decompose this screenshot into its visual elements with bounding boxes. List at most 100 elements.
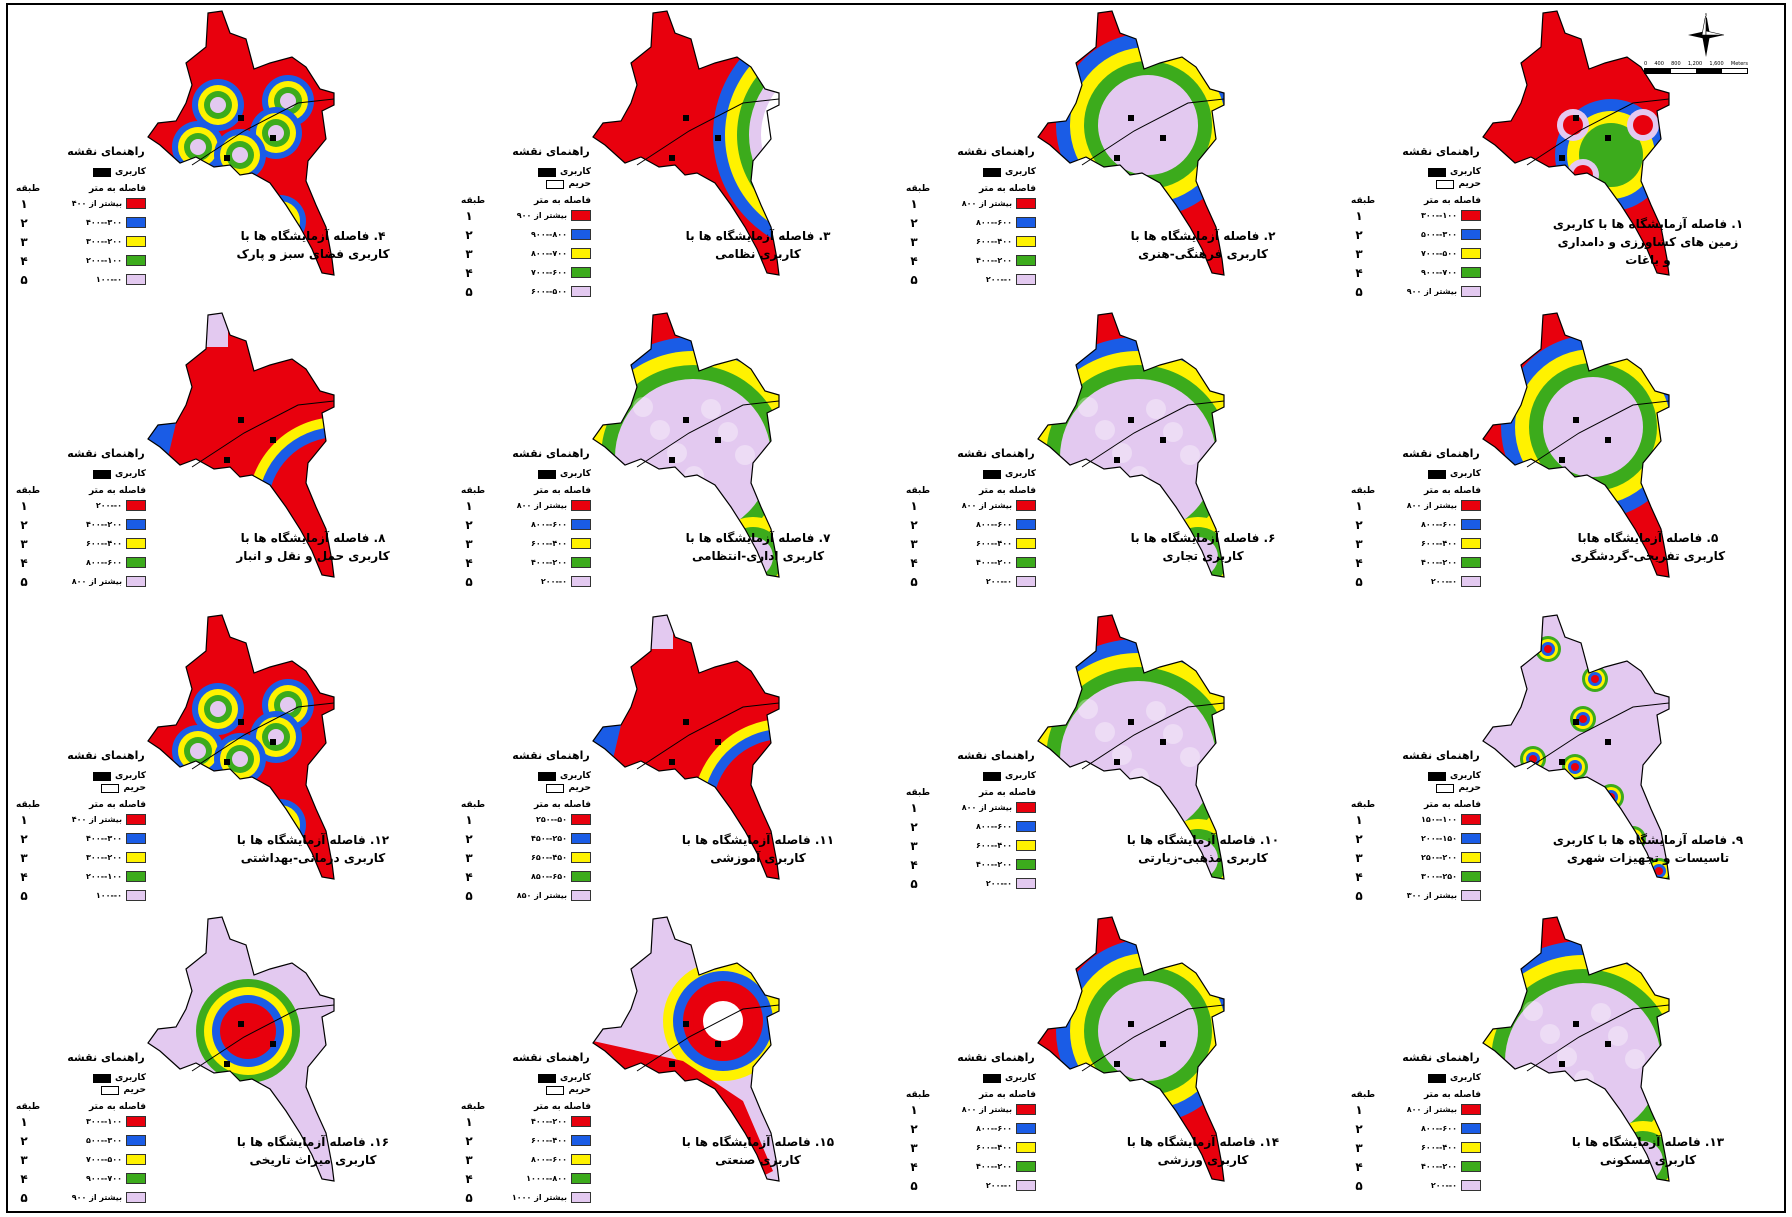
class-number: ۵ <box>20 272 28 287</box>
buffer-circle <box>1180 445 1200 465</box>
landuse-patches <box>669 115 721 161</box>
landuse-swatch <box>92 469 111 479</box>
class-range: ۱۰۰--۳۰۰ <box>86 1117 122 1126</box>
landuse-swatch <box>982 167 1001 177</box>
class-item: ۲۰۰--۴۰۰ <box>531 1116 591 1127</box>
class-range: بیشتر از ۸۰۰ <box>1406 1105 1457 1114</box>
caption-line: کاربری ورزشی <box>1157 1153 1249 1167</box>
class-row: ۶۰۰--۸۰۰ ۲ <box>906 817 1036 836</box>
class-row: بیشتر از ۸۰۰ ۱ <box>906 194 1036 213</box>
map-panel-8: راهنمای نقشه کاربری فاصله به متر طبقه ۰--۲۰۰… <box>8 307 453 607</box>
caption-line: زمین های کشاورزی و دامداری <box>1557 235 1739 249</box>
class-swatch <box>126 1173 146 1184</box>
map-caption: ۱۳. فاصله آزمایشگاه ها با کاربری مسکونی <box>1538 1133 1758 1169</box>
landuse-patch <box>270 1041 276 1047</box>
class-number: ۱ <box>1355 498 1363 513</box>
class-item: ۵۰۰--۷۰۰ <box>1421 248 1481 259</box>
class-swatch <box>1016 198 1036 209</box>
class-swatch <box>126 833 146 844</box>
class-range: ۰--۲۰۰ <box>985 879 1012 888</box>
class-number: ۵ <box>910 574 918 589</box>
legend-title: راهنمای نقشه <box>512 749 590 762</box>
class-number: ۵ <box>1355 574 1363 589</box>
class-swatch <box>1461 576 1481 587</box>
landuse-swatch <box>1427 771 1446 781</box>
class-table-header: فاصله به متر طبقه <box>461 800 591 810</box>
buffer-circle <box>735 445 755 465</box>
landuse-patches <box>669 719 721 765</box>
class-range: بیشتر از ۸۰۰ <box>1406 501 1457 510</box>
class-item: ۲۰۰--۴۰۰ <box>976 1161 1036 1172</box>
landuse-label: کاربری <box>1449 469 1481 479</box>
class-header: طبقه <box>1351 486 1376 496</box>
distance-ring <box>749 51 779 219</box>
landuse-patch <box>715 1041 721 1047</box>
class-item: ۶۰۰--۸۰۰ <box>86 557 146 568</box>
class-item: بیشتر از ۹۰۰ <box>517 210 591 221</box>
class-header: طبقه <box>906 486 931 496</box>
class-range: ۴۰۰--۶۰۰ <box>976 1143 1012 1152</box>
class-row: ۱۰۰--۳۰۰ ۱ <box>1351 206 1481 225</box>
class-number: ۲ <box>910 517 918 532</box>
class-swatch <box>126 500 146 511</box>
class-row: ۴۵۰--۶۵۰ ۳ <box>461 848 591 867</box>
class-number: ۵ <box>465 284 473 299</box>
class-swatch <box>1016 1180 1036 1191</box>
class-item: بیشتر از ۳۰۰ <box>1407 890 1481 901</box>
class-row: ۱۰۰--۲۰۰ ۴ <box>16 867 146 886</box>
class-swatch <box>571 871 591 882</box>
class-swatch <box>571 519 591 530</box>
class-range: ۱۰۰--۱۵۰ <box>1421 815 1457 824</box>
class-item: ۳۰۰--۴۰۰ <box>86 217 146 228</box>
class-swatch <box>1016 821 1036 832</box>
class-range: ۲۰۰--۴۰۰ <box>531 1117 567 1126</box>
distance-header: فاصله به متر <box>533 486 591 496</box>
class-header: طبقه <box>16 486 41 496</box>
landuse-patches <box>224 115 276 161</box>
legend-title: راهنمای نقشه <box>957 447 1035 460</box>
class-row: ۸۰۰--۹۰۰ ۲ <box>461 225 591 244</box>
city-boundary <box>1037 312 1225 578</box>
class-item: ۱۰۰--۱۵۰ <box>1421 814 1481 825</box>
class-number: ۵ <box>465 574 473 589</box>
class-item: بیشتر از ۴۰۰ <box>72 198 146 209</box>
map-legend: راهنمای نقشه کاربری فاصله به متر طبقه بیشتر … <box>906 447 1036 591</box>
class-range: ۵۰--۲۵۰ <box>535 815 567 824</box>
class-table-header: فاصله به متر طبقه <box>16 486 146 496</box>
class-row: ۱۰۰--۲۰۰ ۴ <box>16 251 146 270</box>
class-swatch <box>1016 217 1036 228</box>
class-row: ۰--۲۰۰ ۵ <box>906 572 1036 591</box>
distance-header: فاصله به متر <box>1423 1090 1481 1100</box>
class-swatch <box>126 538 146 549</box>
class-number: ۲ <box>465 1133 473 1148</box>
landuse-label: کاربری <box>1004 1073 1036 1083</box>
caption-line: ۱. فاصله آزمایشگاه ها با کاربری <box>1552 217 1744 231</box>
caption-line: ۸. فاصله آزمایشگاه ها با <box>240 531 386 545</box>
city-boundary <box>1037 916 1225 1182</box>
class-item: بیشتر از ۴۰۰ <box>72 814 146 825</box>
class-row: ۷۰۰--۸۰۰ ۳ <box>461 244 591 263</box>
class-item: ۷۰۰--۹۰۰ <box>1421 267 1481 278</box>
landuse-patch <box>1573 115 1579 121</box>
class-swatch <box>571 538 591 549</box>
road-line <box>1081 400 1225 468</box>
class-item: ۲۰۰--۴۰۰ <box>86 519 146 530</box>
map-panel-3: راهنمای نقشه کاربری حریم فاصله به متر طبقه بی… <box>453 5 898 305</box>
class-header: طبقه <box>16 184 41 194</box>
landuse-swatch <box>92 167 111 177</box>
class-row: ۳۰۰--۴۰۰ ۲ <box>16 213 146 232</box>
landuse-patches <box>224 1021 276 1067</box>
map-caption: ۷. فاصله آزمایشگاه ها با کاربری اداری-انت… <box>648 529 868 565</box>
buffer-label: حریم <box>123 783 146 793</box>
buffer-swatch <box>546 179 565 189</box>
class-row: ۴۰۰--۶۰۰ ۳ <box>906 534 1036 553</box>
class-range: ۲۰۰--۴۰۰ <box>531 558 567 567</box>
class-swatch <box>571 576 591 587</box>
class-item: ۵۰۰--۶۰۰ <box>531 286 591 297</box>
class-number: ۳ <box>910 1140 918 1155</box>
class-swatch <box>571 557 591 568</box>
city-boundary <box>592 10 780 276</box>
buffer-circle <box>1180 747 1200 767</box>
map-legend: راهنمای نقشه کاربری فاصله به متر طبقه بیشتر … <box>906 749 1036 893</box>
class-number: ۲ <box>1355 831 1363 846</box>
